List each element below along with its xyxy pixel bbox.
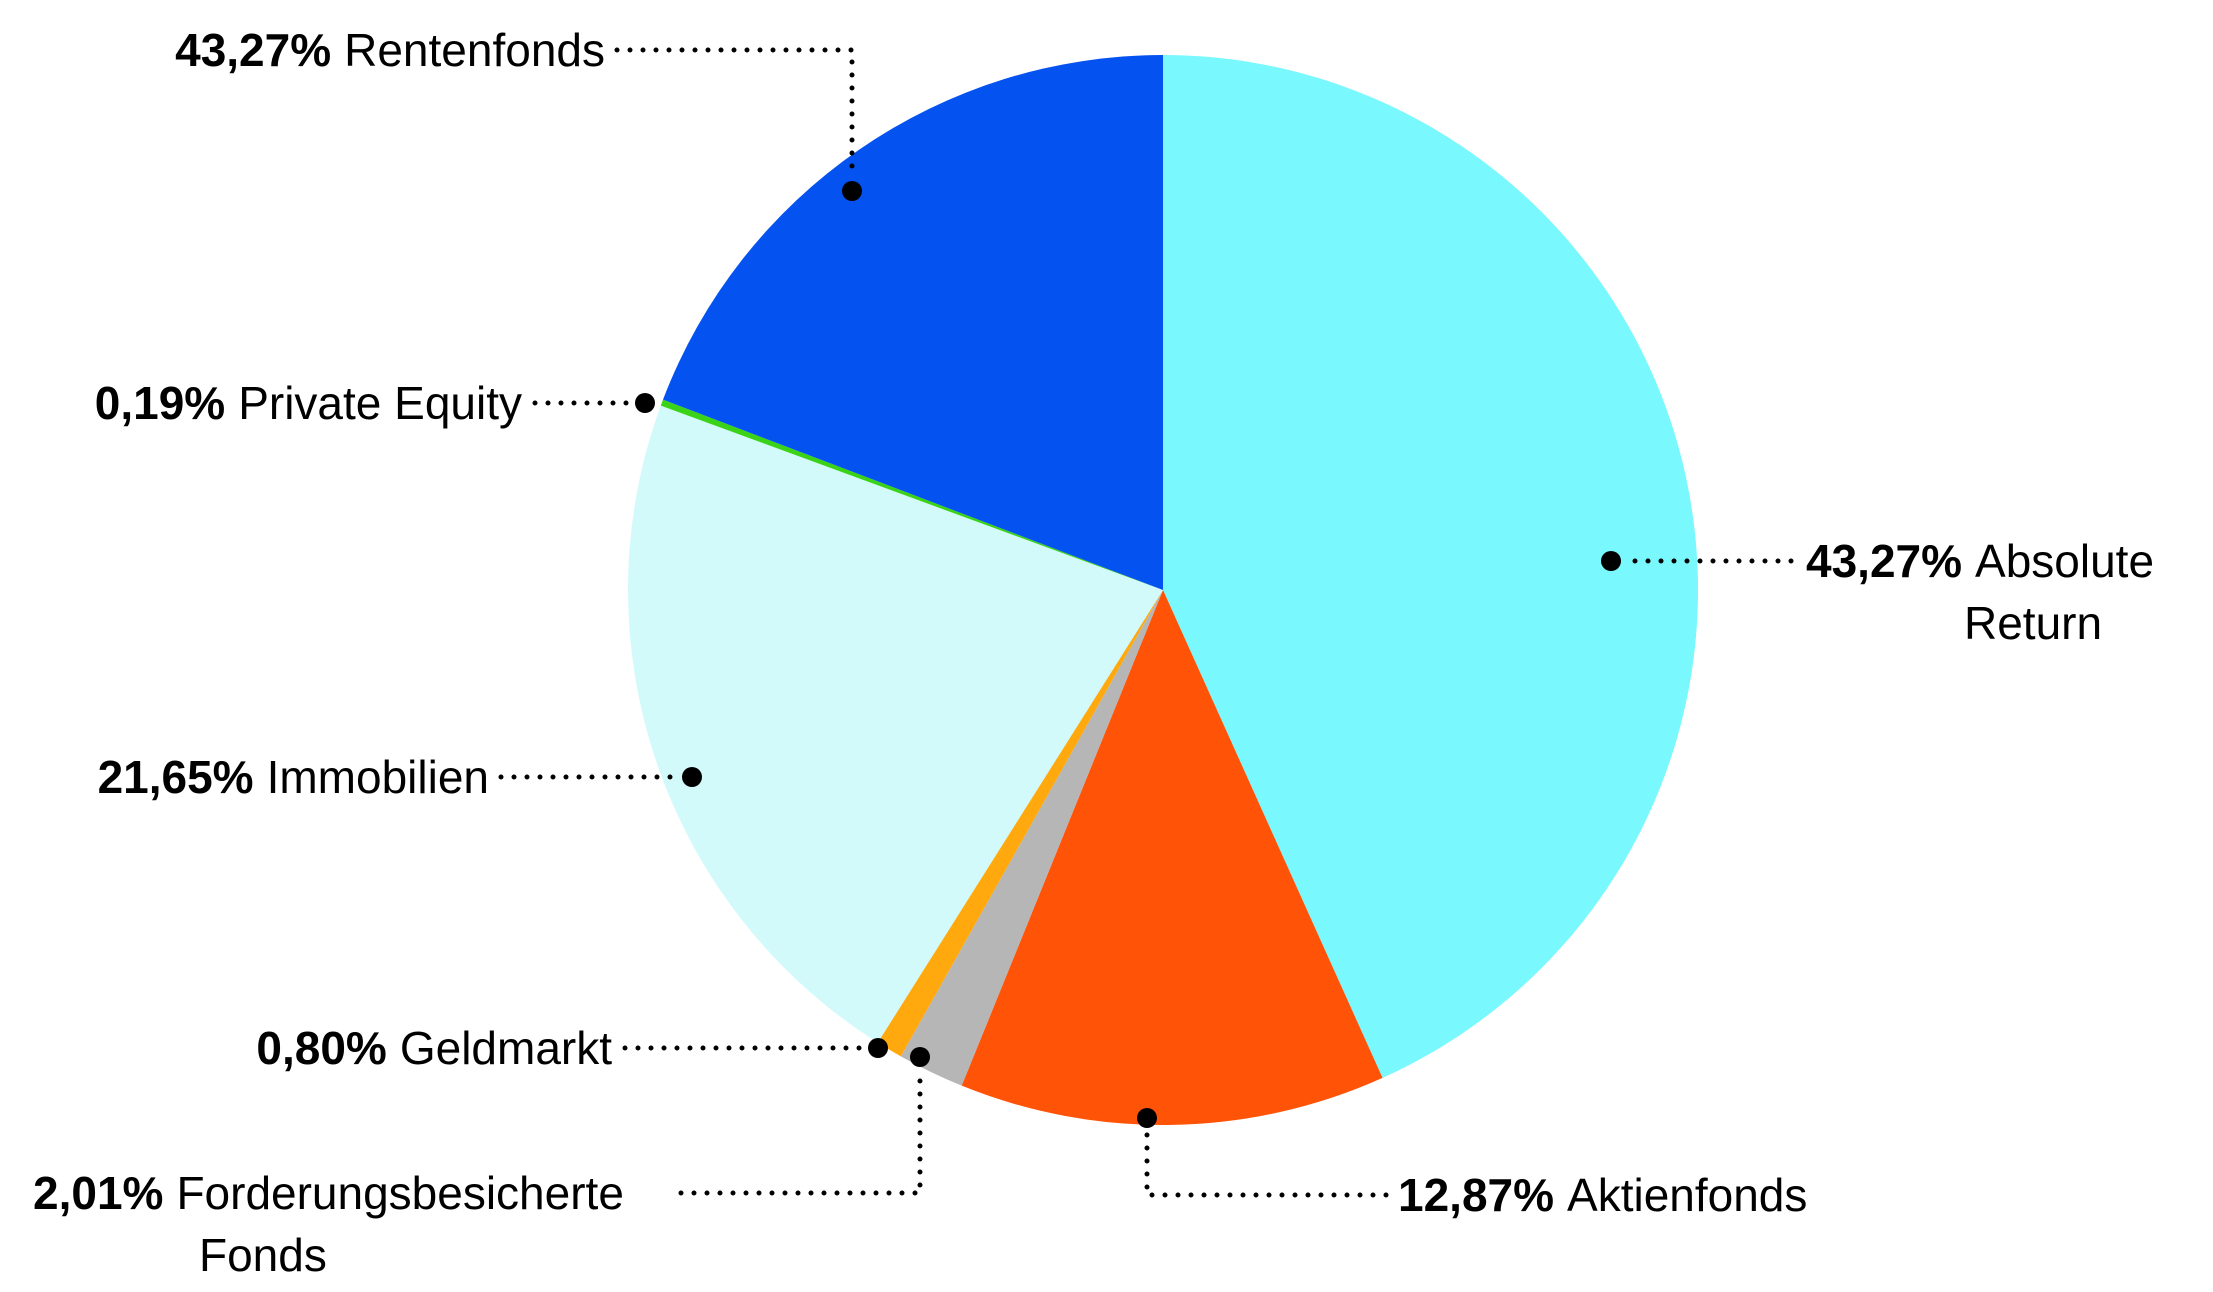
- label-forderungsbesicherte-fonds-percent: 2,01%: [33, 1167, 164, 1219]
- callout-line-forderungsbesicherte-fonds: [678, 1070, 923, 1196]
- label-geldmarkt-percent: 0,80%: [256, 1022, 387, 1074]
- label-geldmarkt-name: Geldmarkt: [399, 1022, 612, 1074]
- label-immobilien-percent: 21,65%: [97, 751, 254, 803]
- callout-dot-private-equity: [635, 393, 655, 413]
- label-absolute-return-name: Absolute Return: [1964, 535, 2155, 649]
- label-rentenfonds-percent: 43,27%: [175, 24, 332, 76]
- callout-dot-aktienfonds: [1137, 1108, 1157, 1128]
- callout-dot-immobilien: [682, 767, 702, 787]
- label-immobilien-name: Immobilien: [266, 751, 489, 803]
- label-rentenfonds: 43,27% Rentenfonds: [175, 19, 605, 81]
- pie-slice-absolute-return: [1163, 54, 1699, 1078]
- label-aktienfonds-percent: 12,87%: [1398, 1169, 1555, 1221]
- pie-slice-immobilien: [628, 405, 1163, 1043]
- label-geldmarkt: 0,80% Geldmarkt: [256, 1017, 612, 1079]
- pie-slice-forderungsbesicherte-fonds: [900, 590, 1163, 1086]
- pie-slice-rentenfonds: [663, 55, 1163, 590]
- label-forderungsbesicherte-fonds-name: Forderungsbesicherte Fonds: [176, 1167, 624, 1281]
- label-aktienfonds: 12,87% Aktienfonds: [1398, 1164, 1807, 1226]
- label-forderungsbesicherte-fonds: 2,01% Forderungsbesicherte Fonds: [33, 1162, 719, 1286]
- label-immobilien: 21,65% Immobilien: [98, 746, 489, 808]
- callout-dot-geldmarkt: [868, 1038, 888, 1058]
- callout-dot-rentenfonds: [842, 181, 862, 201]
- callout-line-aktienfonds: [1144, 1131, 1389, 1198]
- label-absolute-return-percent: 43,27%: [1806, 535, 1963, 587]
- callout-dot-absolute-return: [1601, 551, 1621, 571]
- pie-slice-private-equity: [660, 399, 1163, 590]
- label-rentenfonds-name: Rentenfonds: [344, 24, 605, 76]
- label-private-equity: 0,19% Private Equity: [95, 372, 522, 434]
- callout-line-rentenfonds: [614, 47, 855, 179]
- label-absolute-return: 43,27% Absolute Return: [1806, 530, 2213, 654]
- pie-slice-aktienfonds: [961, 590, 1383, 1126]
- callout-dot-forderungsbesicherte-fonds: [910, 1047, 930, 1067]
- label-private-equity-percent: 0,19%: [94, 377, 226, 429]
- label-private-equity-name: Private Equity: [238, 377, 522, 429]
- label-aktienfonds-name: Aktienfonds: [1567, 1169, 1808, 1221]
- pie-slice-geldmarkt: [877, 590, 1163, 1057]
